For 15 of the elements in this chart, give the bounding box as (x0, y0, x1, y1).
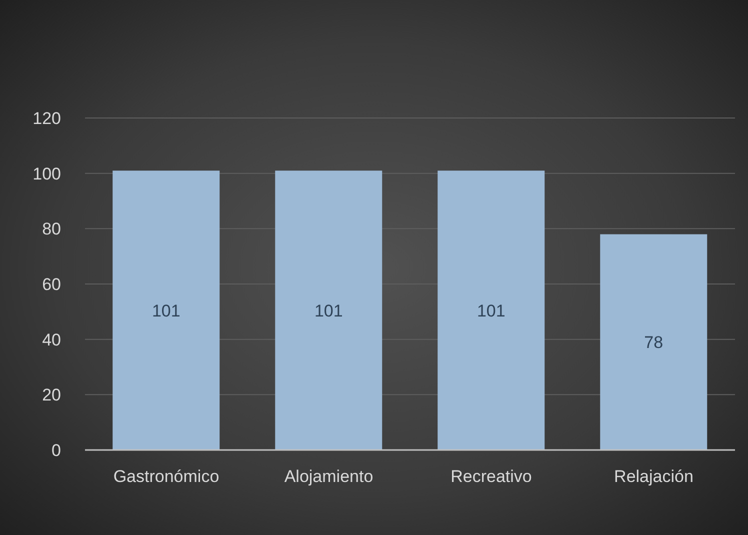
data-label: 101 (152, 301, 180, 320)
y-tick-label: 40 (42, 330, 61, 350)
x-tick-label: Recreativo (450, 467, 532, 486)
x-tick-label: Gastronómico (113, 467, 220, 486)
data-label: 78 (644, 333, 664, 352)
y-tick-label: 20 (42, 386, 61, 405)
y-tick-label: 60 (42, 275, 61, 294)
x-tick-label: Alojamiento (284, 467, 374, 486)
y-tick-label: 100 (32, 164, 61, 184)
data-label: 101 (314, 301, 343, 320)
data-label: 101 (476, 301, 506, 320)
y-tick-label: 120 (32, 109, 61, 128)
y-tick-label: 0 (52, 441, 61, 460)
x-tick-label: Relajación (614, 467, 694, 486)
y-tick-label: 80 (42, 220, 61, 239)
